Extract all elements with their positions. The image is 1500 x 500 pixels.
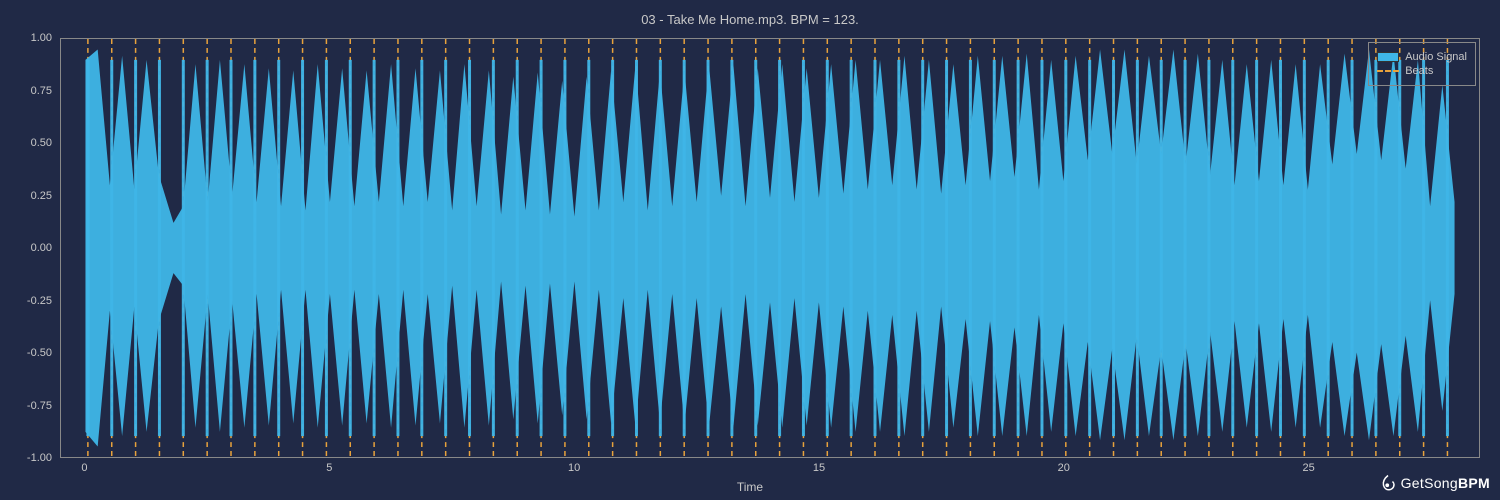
y-tick-label: 0.50 xyxy=(12,137,52,149)
x-axis-label: Time xyxy=(0,480,1500,494)
legend-item-beats: Beats xyxy=(1377,65,1467,77)
legend-label: Audio Signal xyxy=(1405,51,1467,63)
logo-icon xyxy=(1379,474,1397,492)
legend-item-audio: Audio Signal xyxy=(1377,51,1467,63)
x-tick-label: 25 xyxy=(1302,462,1314,474)
y-tick-label: -0.50 xyxy=(12,347,52,359)
y-tick-label: 0.25 xyxy=(12,190,52,202)
waveform-chart xyxy=(61,39,1479,457)
x-tick-label: 20 xyxy=(1058,462,1070,474)
watermark: GetSongBPM xyxy=(1379,474,1490,492)
legend-label: Beats xyxy=(1405,65,1433,77)
y-tick-label: -0.25 xyxy=(12,295,52,307)
y-tick-label: 0.00 xyxy=(12,242,52,254)
y-tick-label: 0.75 xyxy=(12,85,52,97)
chart-title: 03 - Take Me Home.mp3. BPM = 123. xyxy=(0,12,1500,27)
plot-area xyxy=(60,38,1480,458)
legend-swatch-audio xyxy=(1377,52,1399,62)
y-tick-label: -0.75 xyxy=(12,400,52,412)
y-tick-label: -1.00 xyxy=(12,452,52,464)
x-tick-label: 5 xyxy=(326,462,332,474)
x-tick-label: 0 xyxy=(81,462,87,474)
legend-swatch-beats xyxy=(1377,70,1399,72)
watermark-text: GetSongBPM xyxy=(1401,475,1490,491)
x-tick-label: 10 xyxy=(568,462,580,474)
y-tick-label: 1.00 xyxy=(12,32,52,44)
x-tick-label: 15 xyxy=(813,462,825,474)
legend: Audio Signal Beats xyxy=(1368,42,1476,86)
